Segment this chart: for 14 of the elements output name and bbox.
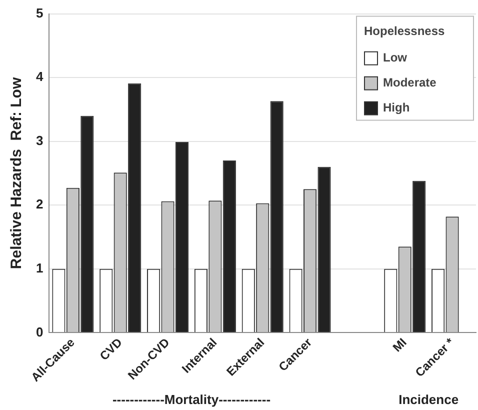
text: Incidence [398,392,459,408]
legend-label: Moderate [383,76,437,90]
y-tick-label: 5 [36,5,44,20]
text: ------------Mortality------------ [112,392,271,408]
legend-label: High [383,100,410,115]
legend-label: Low [383,50,408,65]
legend-title: Hopelessness [364,24,446,38]
y-tick-label: 2 [36,196,44,212]
y-tick-label: 1 [36,260,44,276]
y-axis-title: Relative Hazards Ref: Low [8,77,26,270]
x-tick-label: MI [390,335,410,355]
y-tick-label: 0 [36,324,44,340]
y-tick-label: 4 [36,69,44,84]
y-tick-label: 3 [36,132,44,148]
